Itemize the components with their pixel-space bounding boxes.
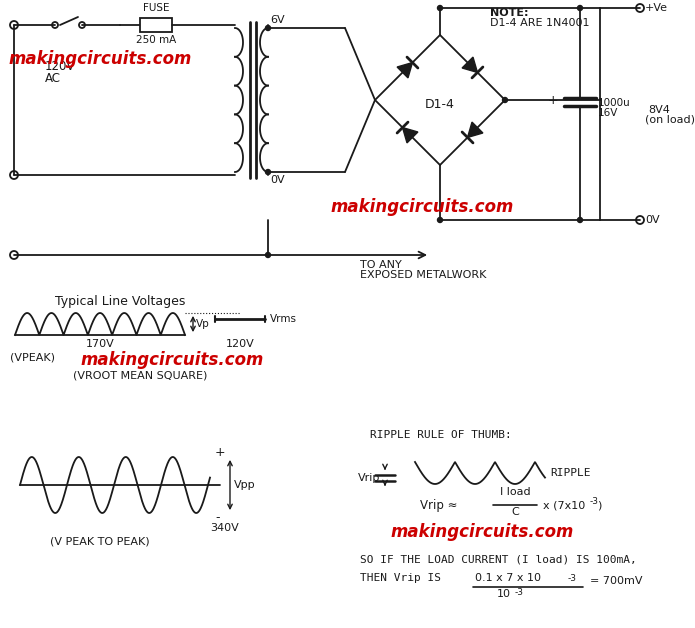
Text: 10: 10 [497,589,511,599]
Text: (V PEAK TO PEAK): (V PEAK TO PEAK) [50,537,150,547]
Text: (on load): (on load) [645,115,695,125]
Polygon shape [462,57,477,72]
Circle shape [578,6,582,11]
Text: 120V: 120V [226,339,254,349]
Text: 0.1 x 7 x 10: 0.1 x 7 x 10 [475,573,541,583]
Text: makingcircuits.com: makingcircuits.com [330,198,514,216]
Text: Vrip ≈: Vrip ≈ [420,499,457,511]
Polygon shape [397,63,412,78]
Text: EXPOSED METALWORK: EXPOSED METALWORK [360,270,486,280]
Text: -3: -3 [568,574,577,583]
Text: Vpp: Vpp [234,480,256,490]
Text: (VROOT MEAN SQUARE): (VROOT MEAN SQUARE) [73,371,207,381]
Text: RIPPLE: RIPPLE [550,468,591,478]
Text: +: + [548,94,558,107]
Circle shape [502,97,507,102]
Text: Typical Line Voltages: Typical Line Voltages [55,295,186,308]
Text: 16V: 16V [598,108,619,118]
Text: 120V: 120V [45,60,75,73]
Text: ): ) [597,500,601,510]
Text: SO IF THE LOAD CURRENT (I load) IS 100mA,: SO IF THE LOAD CURRENT (I load) IS 100mA… [360,555,637,565]
Circle shape [578,217,582,222]
Text: (VPEAK): (VPEAK) [10,353,55,363]
Text: TO ANY: TO ANY [360,260,402,270]
Polygon shape [468,122,483,138]
Circle shape [437,6,443,11]
Text: Vrms: Vrms [270,315,297,325]
Text: I load: I load [500,487,530,497]
Text: RIPPLE RULE OF THUMB:: RIPPLE RULE OF THUMB: [370,430,512,440]
Text: = 700mV: = 700mV [590,576,642,586]
Text: FUSE: FUSE [142,3,170,13]
Circle shape [265,170,270,175]
Text: Vrip: Vrip [358,473,380,483]
Text: makingcircuits.com: makingcircuits.com [8,50,191,68]
Text: 250 mA: 250 mA [136,35,176,45]
Circle shape [265,252,270,257]
Text: THEN Vrip IS: THEN Vrip IS [360,573,441,583]
Text: NOTE:: NOTE: [490,8,528,18]
Bar [140,18,172,32]
Text: 1000u: 1000u [598,98,631,108]
Text: -3: -3 [590,497,599,506]
Text: 340V: 340V [210,523,239,533]
Text: 170V: 170V [85,339,115,349]
Text: +: + [215,445,226,458]
Text: D1-4 ARE 1N4001: D1-4 ARE 1N4001 [490,18,589,28]
Text: C: C [511,507,519,517]
Text: 6V: 6V [270,15,285,25]
Text: x (7x10: x (7x10 [543,500,585,510]
Text: makingcircuits.com: makingcircuits.com [390,523,573,541]
Circle shape [437,217,443,222]
Text: 0V: 0V [270,175,285,185]
Text: 0V: 0V [645,215,660,225]
Text: -3: -3 [515,588,524,597]
Text: Vp: Vp [196,319,210,329]
Text: 8V4: 8V4 [648,105,670,115]
Text: +Ve: +Ve [645,3,668,13]
Text: AC: AC [45,72,61,85]
Polygon shape [402,127,418,143]
Text: makingcircuits.com: makingcircuits.com [80,351,263,369]
Circle shape [265,26,270,31]
Text: -: - [215,511,220,524]
Text: D1-4: D1-4 [425,99,455,112]
